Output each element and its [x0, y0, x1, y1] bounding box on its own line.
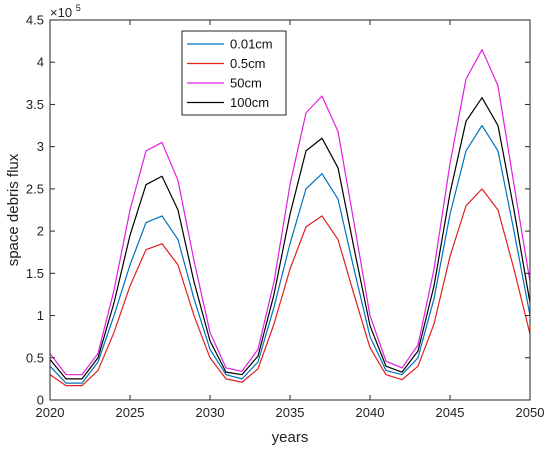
legend-entry-label: 0.5cm — [230, 56, 265, 71]
legend: 0.01cm 0.5cm 50cm 100cm — [181, 30, 287, 116]
y-tick-label: 0 — [37, 393, 44, 408]
y-tick-label: 2.5 — [26, 181, 44, 196]
plot-area — [50, 20, 530, 400]
y-tick-label: 4 — [37, 55, 44, 70]
y-tick-label: 1 — [37, 308, 44, 323]
x-tick-label: 2045 — [436, 405, 465, 420]
series-layer — [49, 48, 531, 387]
x-tick-label: 2030 — [196, 405, 225, 420]
legend-entry-label: 50cm — [230, 76, 262, 91]
x-axis-label: years — [272, 429, 309, 446]
x-tick-label: 2025 — [116, 405, 145, 420]
legend-entry-label: 0.01cm — [230, 37, 273, 52]
y-tick-label: 2 — [37, 224, 44, 239]
y-tick-label: 3 — [37, 139, 44, 154]
series-line-0.01cm — [49, 124, 531, 384]
y-tick-label: 4.5 — [26, 13, 44, 28]
y-tick-label: 0.5 — [26, 350, 44, 365]
series-line-50cm — [49, 48, 531, 376]
y-exponent-base: ×10 — [50, 5, 72, 20]
y-tick-label: 1.5 — [26, 266, 44, 281]
x-tick-label: 2040 — [356, 405, 385, 420]
y-exponent-power: 5 — [76, 3, 81, 13]
tick-layer: 2020 2025 2030 2035 2040 2045 2050 0 0.5 1 1.5 2 2.5… — [26, 13, 545, 421]
y-axis-label: space debris flux — [5, 153, 22, 266]
x-tick-label: 2050 — [516, 405, 545, 420]
y-tick-label: 3.5 — [26, 97, 44, 112]
y-exponent-label: ×10 5 — [50, 3, 81, 20]
x-tick-label: 2035 — [276, 405, 305, 420]
series-line-0.5cm — [49, 188, 531, 387]
legend-entry-label: 100cm — [230, 95, 269, 110]
x-tick-label: 2020 — [36, 405, 65, 420]
legend-box — [181, 30, 287, 116]
plot-frame — [49, 19, 531, 401]
series-line-100cm — [49, 97, 531, 380]
